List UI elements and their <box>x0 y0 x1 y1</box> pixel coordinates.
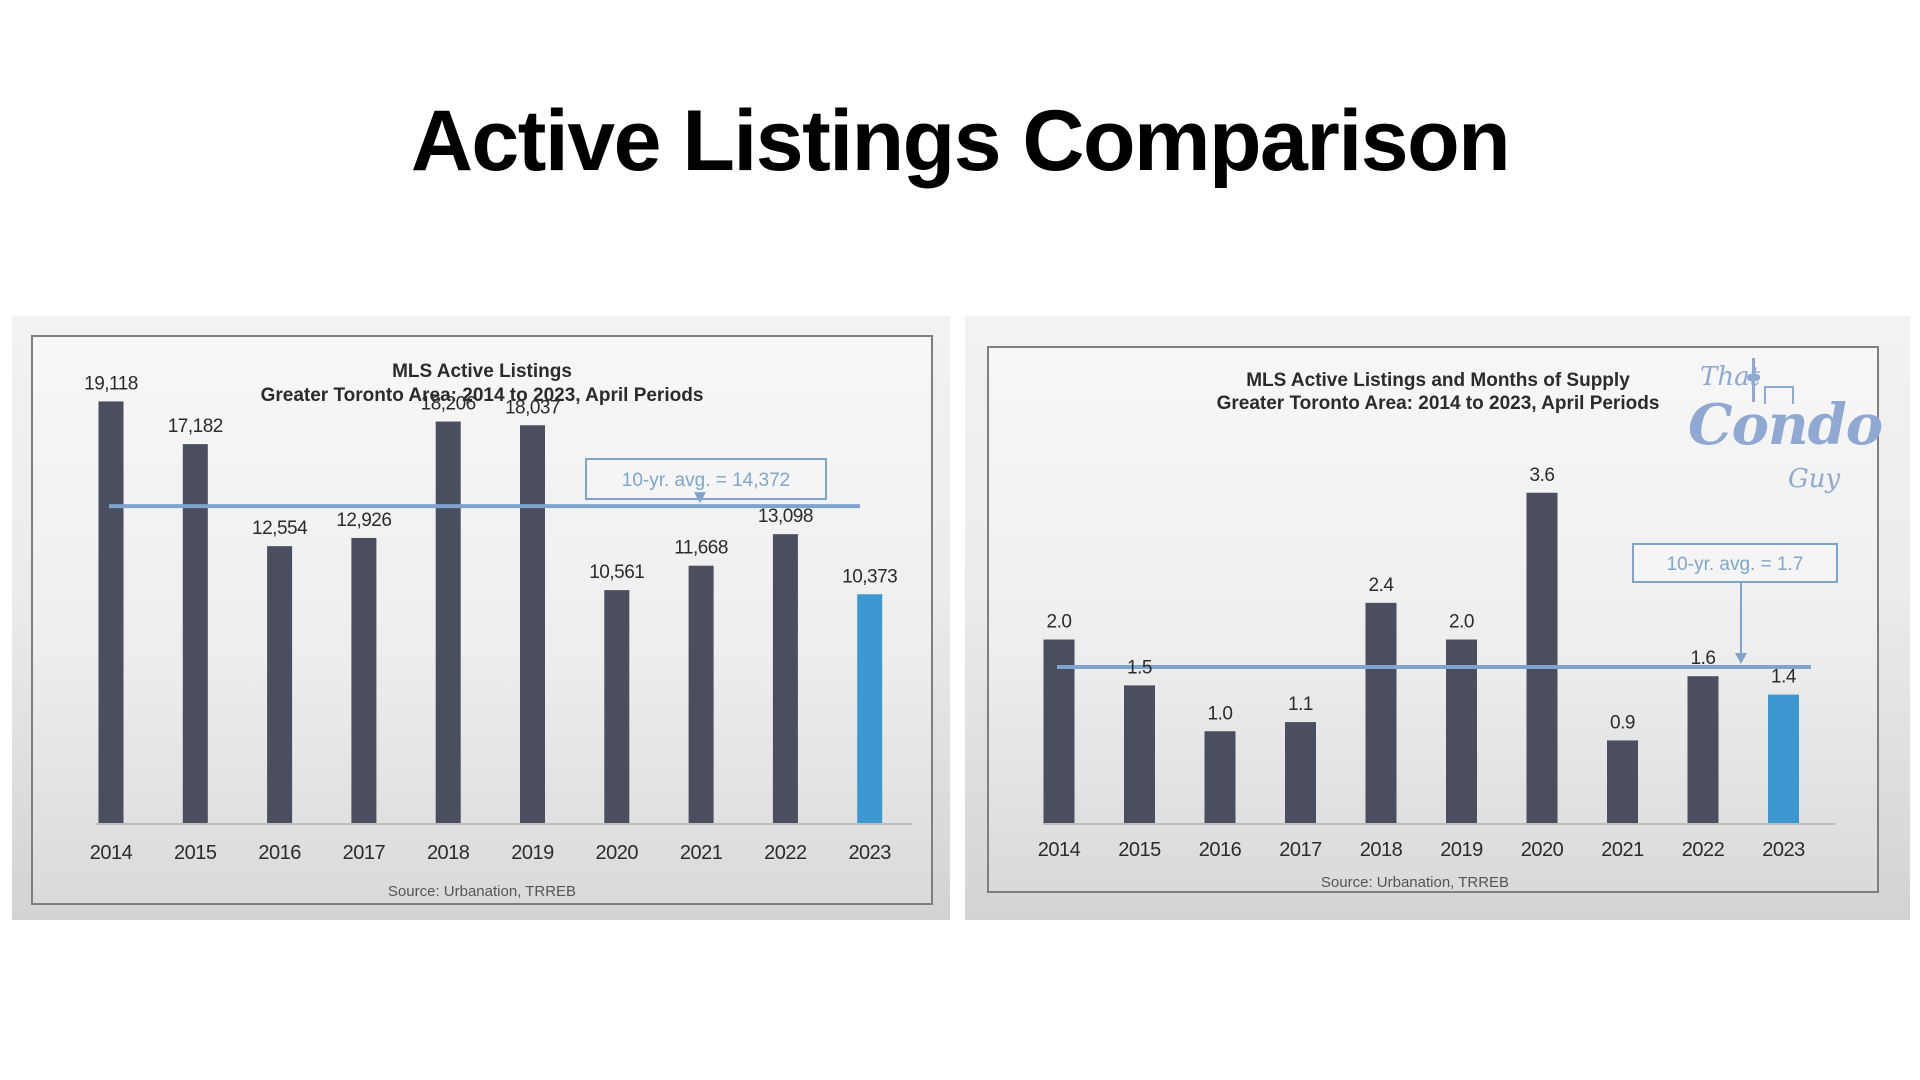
average-annotation-label: 10-yr. avg. = 14,372 <box>622 470 790 491</box>
x-tick-label-2023: 2023 <box>848 842 891 864</box>
bar-2023 <box>1768 694 1799 823</box>
x-tick-label-2020: 2020 <box>596 842 639 864</box>
bar-2020 <box>1526 492 1558 823</box>
bar-2016 <box>1204 731 1236 823</box>
bar-2023 <box>857 594 883 823</box>
bar-2017 <box>1285 722 1316 823</box>
value-label-2018: 2.4 <box>1369 575 1395 596</box>
value-label-2021: 11,668 <box>674 538 728 559</box>
bar-2018 <box>1365 602 1397 823</box>
logo-text-condo: Condo <box>1688 392 1883 458</box>
bar-2014 <box>98 401 124 823</box>
chart-subtitle: Greater Toronto Area: 2014 to 2023, Apri… <box>1217 393 1660 414</box>
chart-title: MLS Active Listings <box>392 361 572 382</box>
value-label-2016: 12,554 <box>252 518 308 539</box>
x-tick-label-2019: 2019 <box>511 842 554 864</box>
value-label-2023: 1.4 <box>1771 667 1797 688</box>
value-label-2017: 1.1 <box>1288 694 1313 715</box>
chart-source: Source: Urbanation, TRREB <box>388 883 576 900</box>
average-annotation-label: 10-yr. avg. = 1.7 <box>1667 554 1804 575</box>
building-icon <box>1764 386 1794 404</box>
value-label-2014: 19,118 <box>84 373 138 394</box>
x-tick-label-2015: 2015 <box>174 842 217 864</box>
page-title: Active Listings Comparison <box>410 93 1511 189</box>
value-label-2017: 12,926 <box>336 510 391 531</box>
chart-panel-active-listings: MLS Active Listings Greater Toronto Area:… <box>12 316 950 920</box>
value-label-2022: 13,098 <box>758 506 813 527</box>
chart-source: Source: Urbanation, TRREB <box>1321 874 1509 891</box>
bar-2021 <box>1607 740 1638 823</box>
x-tick-label-2023: 2023 <box>1762 839 1805 861</box>
value-label-2019: 18,037 <box>505 397 560 418</box>
bar-2022 <box>1687 676 1719 823</box>
x-tick-label-2016: 2016 <box>258 842 301 864</box>
logo-text-guy: Guy <box>1788 464 1841 494</box>
value-label-2014: 2.0 <box>1047 612 1072 633</box>
value-label-2022: 1.6 <box>1691 648 1716 669</box>
chart-title: MLS Active Listings and Months of Supply <box>1246 370 1630 391</box>
x-tick-label-2020: 2020 <box>1521 839 1564 861</box>
months-of-supply-chart: MLS Active Listings and Months of Supply… <box>1038 370 1838 891</box>
logo-text-that: That <box>1700 362 1761 392</box>
average-arrow-head <box>1735 653 1747 665</box>
value-label-2021: 0.9 <box>1610 712 1635 733</box>
x-tick-label-2018: 2018 <box>1360 839 1403 861</box>
bar-2019 <box>520 425 545 823</box>
x-tick-label-2017: 2017 <box>343 842 386 864</box>
bar-2017 <box>351 537 377 823</box>
bar-2015 <box>1124 685 1155 823</box>
value-label-2020: 10,561 <box>589 562 644 583</box>
bar-2022 <box>772 534 798 823</box>
bar-2019 <box>1446 639 1477 823</box>
bar-2018 <box>435 421 461 823</box>
x-tick-label-2014: 2014 <box>90 842 133 864</box>
x-tick-label-2021: 2021 <box>680 842 723 864</box>
active-listings-chart: MLS Active Listings Greater Toronto Area:… <box>84 361 912 900</box>
x-tick-label-2022: 2022 <box>764 842 807 864</box>
x-tick-label-2018: 2018 <box>427 842 470 864</box>
cn-tower-pod-icon <box>1747 374 1760 381</box>
average-annotation-box <box>1632 543 1838 583</box>
value-label-2019: 2.0 <box>1449 612 1474 633</box>
bar-2021 <box>688 565 714 823</box>
value-label-2020: 3.6 <box>1530 465 1555 486</box>
x-tick-label-2021: 2021 <box>1601 839 1644 861</box>
value-label-2018: 18,206 <box>421 394 476 415</box>
chart-panel-months-of-supply: MLS Active Listings and Months of Supply… <box>965 316 1910 920</box>
x-tick-label-2022: 2022 <box>1682 839 1725 861</box>
that-condo-guy-logo: That Condo Guy <box>1680 352 1883 512</box>
bar-2015 <box>182 444 208 823</box>
bar-2016 <box>267 546 293 823</box>
chart-subtitle: Greater Toronto Area: 2014 to 2023, Apri… <box>261 385 704 406</box>
bar-2014 <box>1043 639 1075 823</box>
value-label-2015: 1.5 <box>1127 657 1152 678</box>
x-tick-label-2014: 2014 <box>1038 839 1081 861</box>
average-arrow-head <box>694 492 706 504</box>
bar-2020 <box>604 590 630 823</box>
x-tick-label-2016: 2016 <box>1199 839 1242 861</box>
average-annotation-box <box>585 458 827 500</box>
value-label-2015: 17,182 <box>168 416 223 437</box>
value-label-2016: 1.0 <box>1208 703 1233 724</box>
x-tick-label-2019: 2019 <box>1440 839 1483 861</box>
x-tick-label-2017: 2017 <box>1279 839 1322 861</box>
value-label-2023: 10,373 <box>842 566 897 587</box>
x-tick-label-2015: 2015 <box>1118 839 1161 861</box>
